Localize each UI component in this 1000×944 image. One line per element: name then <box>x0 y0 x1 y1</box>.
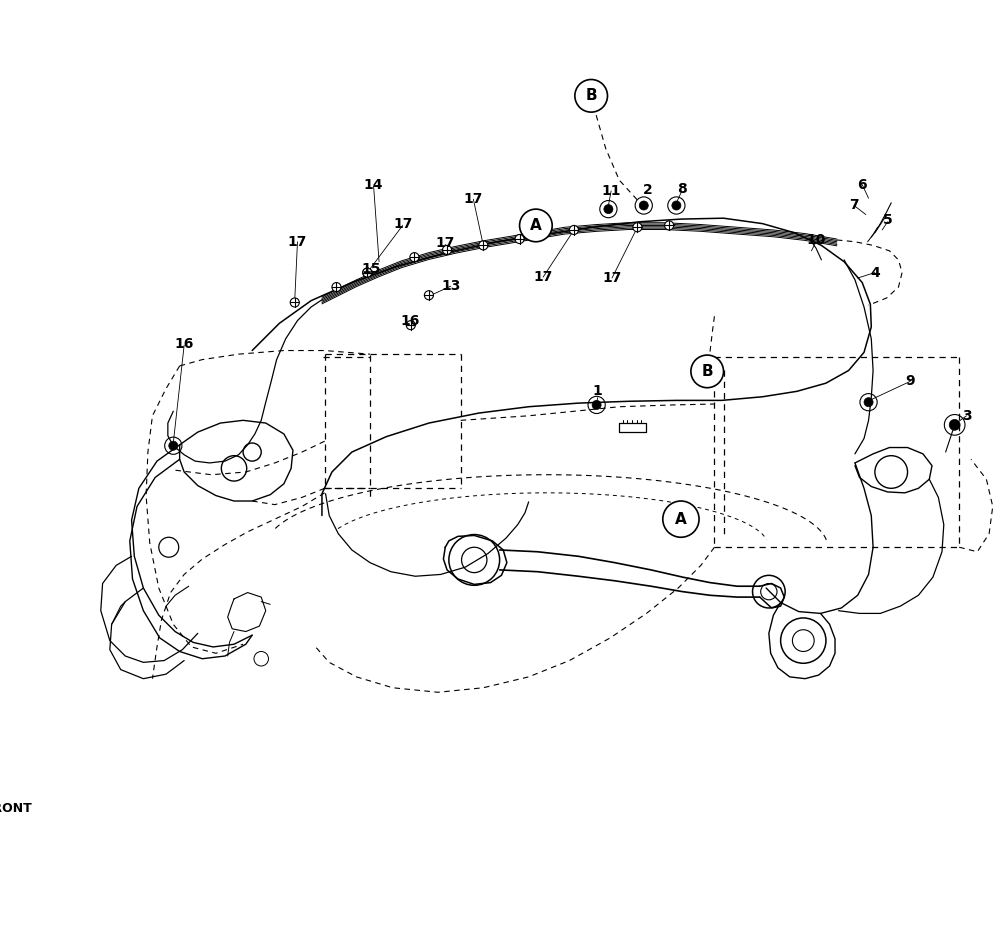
Text: 17: 17 <box>288 235 307 249</box>
Circle shape <box>604 205 613 213</box>
Circle shape <box>575 79 607 112</box>
Text: 10: 10 <box>806 233 826 247</box>
Text: 2: 2 <box>643 183 652 197</box>
Text: 17: 17 <box>436 236 455 249</box>
Text: B: B <box>701 363 713 379</box>
Text: 17: 17 <box>602 271 622 285</box>
Text: 5: 5 <box>883 213 892 227</box>
Circle shape <box>663 501 699 537</box>
Text: 17: 17 <box>464 193 483 206</box>
Polygon shape <box>0 790 39 828</box>
Text: 9: 9 <box>905 375 915 388</box>
Circle shape <box>515 234 524 244</box>
Text: 11: 11 <box>601 184 621 198</box>
Circle shape <box>672 201 681 210</box>
Text: A: A <box>530 218 542 233</box>
Text: B: B <box>585 89 597 103</box>
Circle shape <box>169 441 178 450</box>
Circle shape <box>363 268 372 278</box>
Circle shape <box>691 355 724 388</box>
Circle shape <box>479 241 488 250</box>
Circle shape <box>949 419 960 430</box>
Text: 7: 7 <box>849 197 859 211</box>
Text: 14: 14 <box>364 177 383 192</box>
Text: 8: 8 <box>677 182 687 196</box>
Circle shape <box>290 298 299 307</box>
Text: 1: 1 <box>593 384 602 398</box>
Text: 6: 6 <box>857 177 867 192</box>
Text: 16: 16 <box>400 313 420 328</box>
Text: 15: 15 <box>361 261 381 276</box>
Circle shape <box>592 400 601 410</box>
Circle shape <box>569 226 578 234</box>
Text: 17: 17 <box>393 216 412 230</box>
Text: 13: 13 <box>441 279 460 294</box>
Circle shape <box>443 245 452 255</box>
Circle shape <box>864 397 873 407</box>
Text: 17: 17 <box>533 270 553 284</box>
Text: A: A <box>675 512 687 527</box>
Circle shape <box>424 291 433 300</box>
Circle shape <box>410 253 419 261</box>
Circle shape <box>363 268 372 278</box>
Text: 3: 3 <box>962 409 971 423</box>
Text: FRONT: FRONT <box>0 802 32 816</box>
Circle shape <box>520 210 552 242</box>
Circle shape <box>639 201 648 210</box>
Text: 16: 16 <box>174 337 194 351</box>
Circle shape <box>633 223 642 232</box>
Circle shape <box>332 282 341 292</box>
Text: 4: 4 <box>870 265 880 279</box>
Circle shape <box>406 321 415 329</box>
Circle shape <box>665 221 674 230</box>
